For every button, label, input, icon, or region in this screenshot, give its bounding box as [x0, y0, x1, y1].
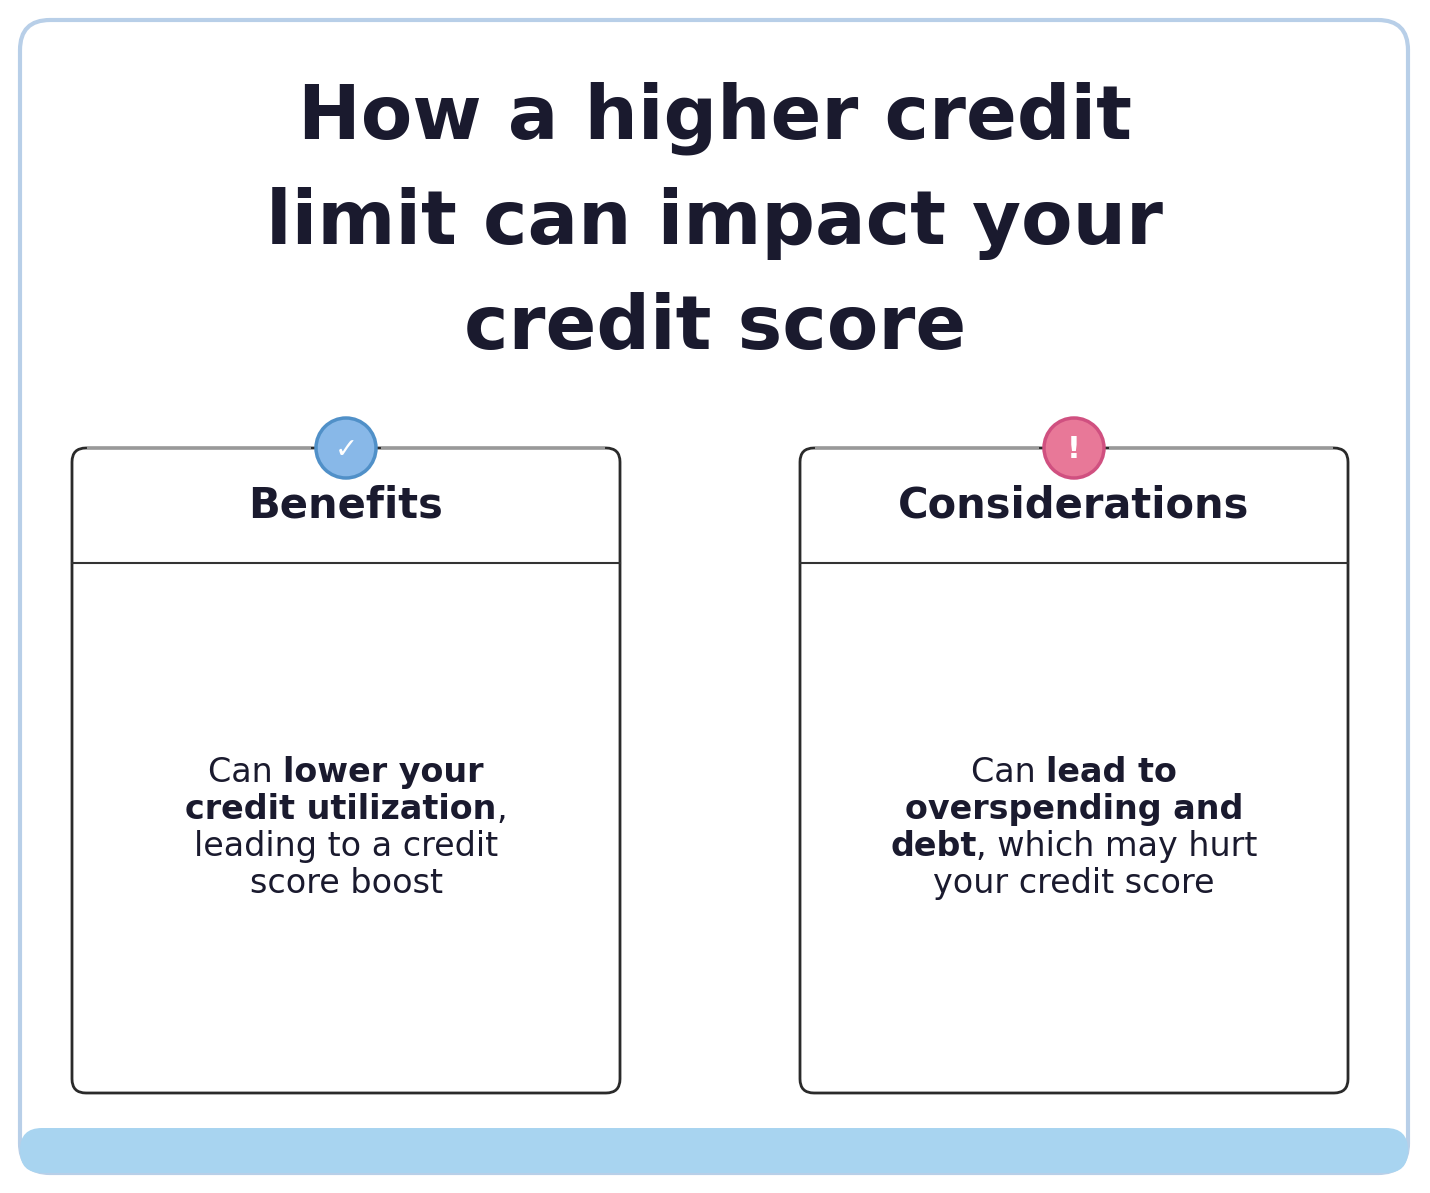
Text: overspending and: overspending and	[905, 793, 1243, 826]
FancyBboxPatch shape	[20, 20, 1409, 1173]
Text: Can: Can	[207, 755, 283, 789]
Text: credit utilization: credit utilization	[184, 793, 496, 826]
Text: Can: Can	[971, 755, 1047, 789]
Text: Benefits: Benefits	[249, 484, 443, 526]
Text: your credit score: your credit score	[934, 867, 1214, 901]
Text: debt: debt	[889, 830, 977, 863]
Text: lead to: lead to	[1047, 755, 1177, 789]
Text: credit score: credit score	[463, 291, 967, 365]
Text: lower your: lower your	[283, 755, 483, 789]
Text: ✓: ✓	[335, 435, 358, 464]
FancyBboxPatch shape	[799, 449, 1348, 1093]
Text: Considerations: Considerations	[898, 484, 1250, 526]
Text: How a higher credit: How a higher credit	[297, 81, 1133, 155]
Text: ,: ,	[496, 793, 508, 826]
Circle shape	[1044, 418, 1104, 478]
Text: , which may hurt: , which may hurt	[977, 830, 1258, 863]
Text: score boost: score boost	[249, 867, 442, 901]
Text: !: !	[1067, 434, 1081, 464]
Circle shape	[316, 418, 376, 478]
Text: leading to a credit: leading to a credit	[194, 830, 498, 863]
FancyBboxPatch shape	[72, 449, 621, 1093]
Text: limit can impact your: limit can impact your	[266, 186, 1164, 260]
FancyBboxPatch shape	[20, 1129, 1409, 1173]
